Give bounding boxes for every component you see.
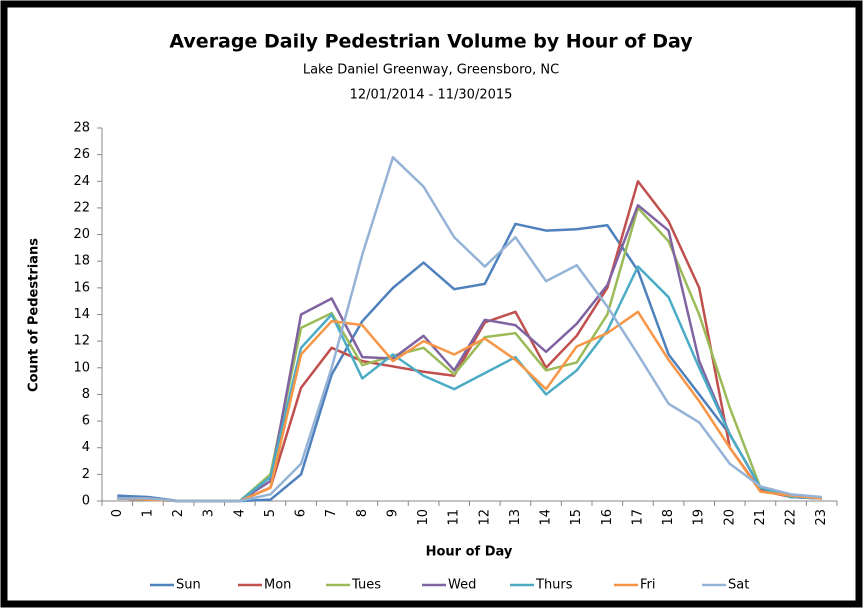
y-tick-label: 2 <box>82 467 90 482</box>
y-axis-label: Count of Pedestrians <box>27 238 42 392</box>
y-tick-label: 24 <box>73 174 90 189</box>
legend-label: Fri <box>640 578 656 593</box>
legend-label: Tues <box>351 578 381 593</box>
x-tick-label: 22 <box>784 509 799 526</box>
x-tick-label: 17 <box>630 509 645 526</box>
x-tick-label: 23 <box>814 509 829 526</box>
chart-title: Average Daily Pedestrian Volume by Hour … <box>169 31 693 53</box>
y-tick-label: 22 <box>73 200 90 215</box>
x-tick-label: 10 <box>416 509 431 526</box>
x-tick-label: 21 <box>753 509 768 526</box>
legend-label: Sat <box>728 578 749 593</box>
x-tick-label: 8 <box>355 509 370 517</box>
x-tick-label: 20 <box>722 509 737 526</box>
chart-subtitle: 12/01/2014 - 11/30/2015 <box>350 88 513 103</box>
y-tick-label: 16 <box>73 280 90 295</box>
x-tick-label: 13 <box>508 509 523 526</box>
x-tick-label: 7 <box>324 509 339 517</box>
y-tick-label: 28 <box>73 121 90 136</box>
x-tick-label: 9 <box>385 509 400 517</box>
legend-label: Mon <box>264 578 291 593</box>
x-tick-label: 14 <box>539 509 554 526</box>
legend-label: Sun <box>176 578 201 593</box>
x-tick-label: 2 <box>171 509 186 517</box>
legend-label: Thurs <box>535 578 573 593</box>
y-tick-label: 8 <box>82 387 90 402</box>
y-tick-label: 10 <box>73 360 90 375</box>
x-axis-label: Hour of Day <box>426 545 513 560</box>
y-tick-label: 0 <box>82 494 90 509</box>
x-tick-label: 1 <box>140 509 155 517</box>
x-tick-label: 12 <box>477 509 492 526</box>
y-tick-label: 6 <box>82 414 90 429</box>
x-tick-label: 16 <box>600 509 615 526</box>
x-tick-label: 0 <box>110 509 125 517</box>
y-tick-label: 26 <box>73 147 90 162</box>
x-tick-label: 4 <box>232 509 247 517</box>
chart-subtitle: Lake Daniel Greenway, Greensboro, NC <box>303 63 559 78</box>
x-tick-label: 15 <box>569 509 584 526</box>
x-tick-label: 19 <box>692 509 707 526</box>
x-tick-label: 5 <box>263 509 278 517</box>
y-tick-label: 20 <box>73 227 90 242</box>
y-tick-label: 12 <box>73 334 90 349</box>
legend-label: Wed <box>448 578 476 593</box>
x-tick-label: 11 <box>447 509 462 526</box>
series-line <box>117 156 822 503</box>
y-tick-label: 4 <box>82 440 90 455</box>
x-tick-label: 3 <box>202 509 217 517</box>
x-tick-label: 6 <box>294 509 309 517</box>
y-tick-label: 14 <box>73 307 90 322</box>
x-tick-label: 18 <box>661 509 676 526</box>
y-tick-label: 18 <box>73 254 90 269</box>
